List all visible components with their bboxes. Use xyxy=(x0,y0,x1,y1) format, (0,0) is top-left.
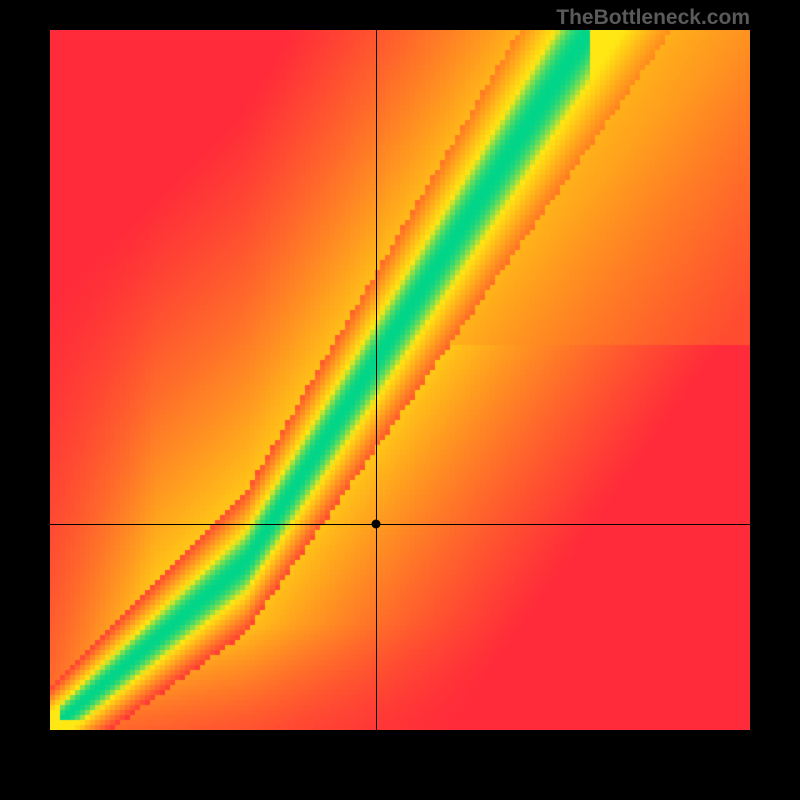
chart-container: TheBottleneck.com xyxy=(0,0,800,800)
watermark-text: TheBottleneck.com xyxy=(556,6,750,30)
heatmap-canvas xyxy=(50,30,750,730)
